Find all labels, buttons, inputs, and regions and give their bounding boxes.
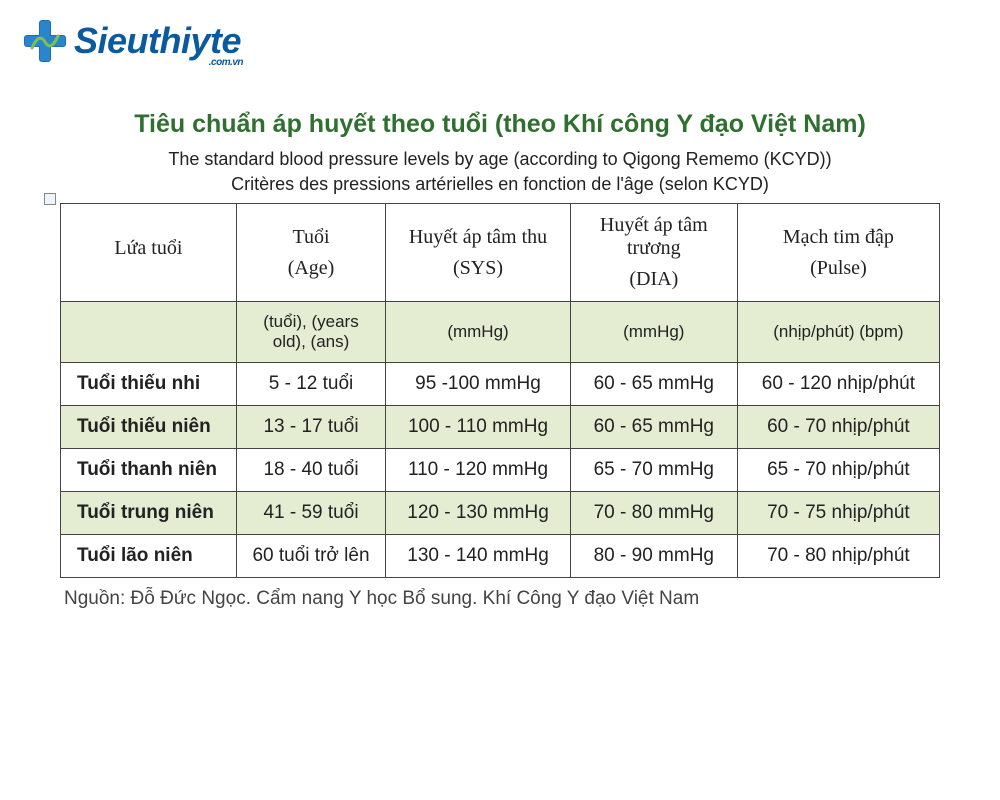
col-header-sub: (DIA) — [581, 268, 727, 291]
cell: 120 - 130 mmHg — [386, 492, 571, 535]
cell-label: Tuổi lão niên — [61, 535, 237, 578]
source-citation: Nguồn: Đỗ Đức Ngọc. Cẩm nang Y học Bổ su… — [60, 588, 940, 610]
cell: 41 - 59 tuổi — [236, 492, 385, 535]
col-header-main: Huyết áp tâm thu — [396, 226, 560, 249]
cell: 65 - 70 nhịp/phút — [737, 449, 939, 492]
main-content: Tiêu chuẩn áp huyết theo tuổi (theo Khí … — [60, 110, 940, 610]
table-row: Tuổi thiếu niên 13 - 17 tuổi 100 - 110 m… — [61, 406, 940, 449]
cell: 60 - 65 mmHg — [570, 363, 737, 406]
cell: 70 - 75 nhịp/phút — [737, 492, 939, 535]
cell-label: Tuổi thanh niên — [61, 449, 237, 492]
cell: 95 -100 mmHg — [386, 363, 571, 406]
units-row: (tuổi), (years old), (ans) (mmHg) (mmHg)… — [61, 302, 940, 363]
cell: 60 - 65 mmHg — [570, 406, 737, 449]
table-header-row: Lứa tuổi Tuổi (Age) Huyết áp tâm thu (SY… — [61, 204, 940, 302]
cell: 100 - 110 mmHg — [386, 406, 571, 449]
table-row: Tuổi trung niên 41 - 59 tuổi 120 - 130 m… — [61, 492, 940, 535]
cell-label: Tuổi trung niên — [61, 492, 237, 535]
table-row: Tuổi thanh niên 18 - 40 tuổi 110 - 120 m… — [61, 449, 940, 492]
cell: 70 - 80 mmHg — [570, 492, 737, 535]
col-header-main: Huyết áp tâm trương — [581, 214, 727, 260]
table-row: Tuổi lão niên 60 tuổi trở lên 130 - 140 … — [61, 535, 940, 578]
cell: 110 - 120 mmHg — [386, 449, 571, 492]
cell: 60 - 120 nhịp/phút — [737, 363, 939, 406]
cell: 70 - 80 nhịp/phút — [737, 535, 939, 578]
table-body: (tuổi), (years old), (ans) (mmHg) (mmHg)… — [61, 302, 940, 578]
col-header-0: Lứa tuổi — [61, 204, 237, 302]
col-header-1: Tuổi (Age) — [236, 204, 385, 302]
logo-cross-icon — [22, 18, 68, 64]
subtitle-en: The standard blood pressure levels by ag… — [60, 149, 940, 170]
brand-logo: Sieuthiyte .com.vn — [22, 18, 241, 64]
cell: 5 - 12 tuổi — [236, 363, 385, 406]
unit-cell: (mmHg) — [570, 302, 737, 363]
bp-table: Lứa tuổi Tuổi (Age) Huyết áp tâm thu (SY… — [60, 203, 940, 578]
cell: 60 - 70 nhịp/phút — [737, 406, 939, 449]
col-header-2: Huyết áp tâm thu (SYS) — [386, 204, 571, 302]
table-wrap: Lứa tuổi Tuổi (Age) Huyết áp tâm thu (SY… — [60, 203, 940, 578]
cell-label: Tuổi thiếu niên — [61, 406, 237, 449]
logo-domain: .com.vn — [209, 57, 243, 68]
subtitle-fr: Critères des pressions artérielles en fo… — [60, 174, 940, 195]
col-header-main: Mạch tim đập — [748, 226, 929, 249]
table-row: Tuổi thiếu nhi 5 - 12 tuổi 95 -100 mmHg … — [61, 363, 940, 406]
unit-cell: (nhịp/phút) (bpm) — [737, 302, 939, 363]
anchor-icon — [44, 193, 56, 205]
cell: 18 - 40 tuổi — [236, 449, 385, 492]
cell: 130 - 140 mmHg — [386, 535, 571, 578]
logo-word: Sieuthiyte — [74, 20, 241, 61]
col-header-sub: (Pulse) — [748, 257, 929, 280]
col-header-main: Tuổi — [247, 226, 375, 249]
cell-label: Tuổi thiếu nhi — [61, 363, 237, 406]
col-header-sub: (SYS) — [396, 257, 560, 280]
unit-cell: (mmHg) — [386, 302, 571, 363]
col-header-4: Mạch tim đập (Pulse) — [737, 204, 939, 302]
cell: 13 - 17 tuổi — [236, 406, 385, 449]
unit-cell: (tuổi), (years old), (ans) — [236, 302, 385, 363]
col-header-main: Lứa tuổi — [71, 237, 226, 260]
page-title: Tiêu chuẩn áp huyết theo tuổi (theo Khí … — [60, 110, 940, 139]
unit-cell — [61, 302, 237, 363]
logo-text: Sieuthiyte .com.vn — [74, 20, 241, 62]
col-header-sub: (Age) — [247, 257, 375, 280]
col-header-3: Huyết áp tâm trương (DIA) — [570, 204, 737, 302]
cell: 60 tuổi trở lên — [236, 535, 385, 578]
cell: 80 - 90 mmHg — [570, 535, 737, 578]
cell: 65 - 70 mmHg — [570, 449, 737, 492]
